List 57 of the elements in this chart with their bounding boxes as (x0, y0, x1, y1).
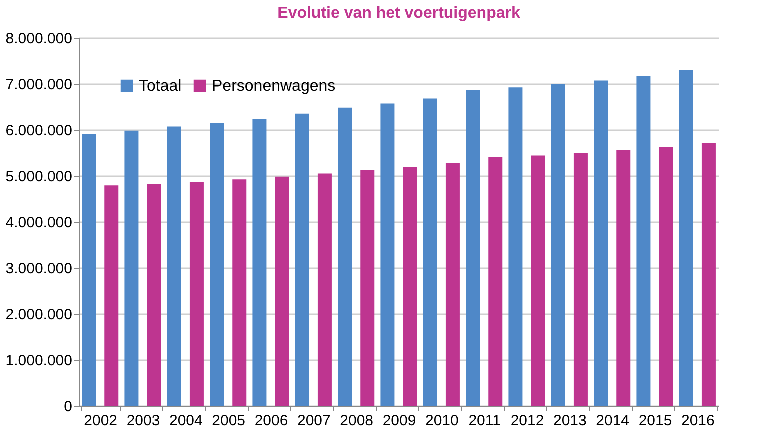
bar (403, 167, 418, 406)
bar (210, 123, 224, 406)
x-tick-label: 2015 (638, 412, 672, 430)
x-tick-label: 2011 (468, 412, 501, 430)
x-tick-label: 2009 (382, 412, 416, 430)
x-tick-label: 2007 (297, 412, 331, 430)
y-tick-label: 2.000.000 (6, 306, 72, 324)
x-tick-label: 2014 (596, 412, 630, 430)
bar (574, 153, 588, 406)
x-tick-label: 2002 (84, 412, 118, 430)
bar (551, 84, 566, 406)
bar (636, 76, 651, 406)
bar (360, 170, 375, 406)
bar (531, 156, 546, 406)
legend-label: Totaal (139, 78, 182, 95)
chart-title: Evolutie van het voertuigenpark (278, 5, 520, 22)
bar (147, 184, 162, 406)
bar (466, 90, 480, 406)
bar (679, 70, 694, 406)
x-tick-label: 2003 (126, 412, 160, 430)
y-tick-label: 4.000.000 (6, 214, 72, 232)
y-tick-label: 0 (64, 398, 72, 416)
x-tick-label: 2006 (254, 412, 288, 430)
bar (124, 130, 139, 406)
bar (338, 108, 352, 406)
bar (380, 104, 395, 406)
bar (594, 80, 608, 406)
bar (82, 134, 96, 406)
bar (104, 186, 119, 406)
x-tick-label: 2008 (340, 412, 374, 430)
bar (190, 182, 204, 406)
y-tick-label: 6.000.000 (6, 122, 72, 140)
bar (616, 150, 631, 406)
bar (702, 143, 716, 406)
x-tick-label: 2010 (425, 412, 459, 430)
bar (508, 88, 523, 406)
bar (252, 118, 267, 406)
bar (295, 114, 310, 406)
x-tick-label: 2012 (510, 412, 544, 430)
bar (318, 174, 332, 406)
x-tick-label: 2013 (553, 412, 587, 430)
bar (167, 126, 182, 406)
bar (423, 98, 438, 406)
x-tick-label: 2004 (169, 412, 203, 430)
y-tick-label: 8.000.000 (6, 30, 72, 48)
bar (659, 147, 674, 406)
bar (488, 157, 503, 406)
x-tick-label: 2005 (212, 412, 246, 430)
y-tick-label: 1.000.000 (6, 352, 72, 370)
y-tick-label: 5.000.000 (6, 168, 72, 186)
x-tick-label: 2016 (681, 412, 715, 430)
bar (275, 176, 290, 406)
y-tick-label: 3.000.000 (6, 260, 72, 278)
bar (232, 180, 247, 406)
bar (446, 163, 460, 406)
y-tick-label: 7.000.000 (6, 76, 72, 94)
legend-label: Personenwagens (212, 78, 336, 95)
